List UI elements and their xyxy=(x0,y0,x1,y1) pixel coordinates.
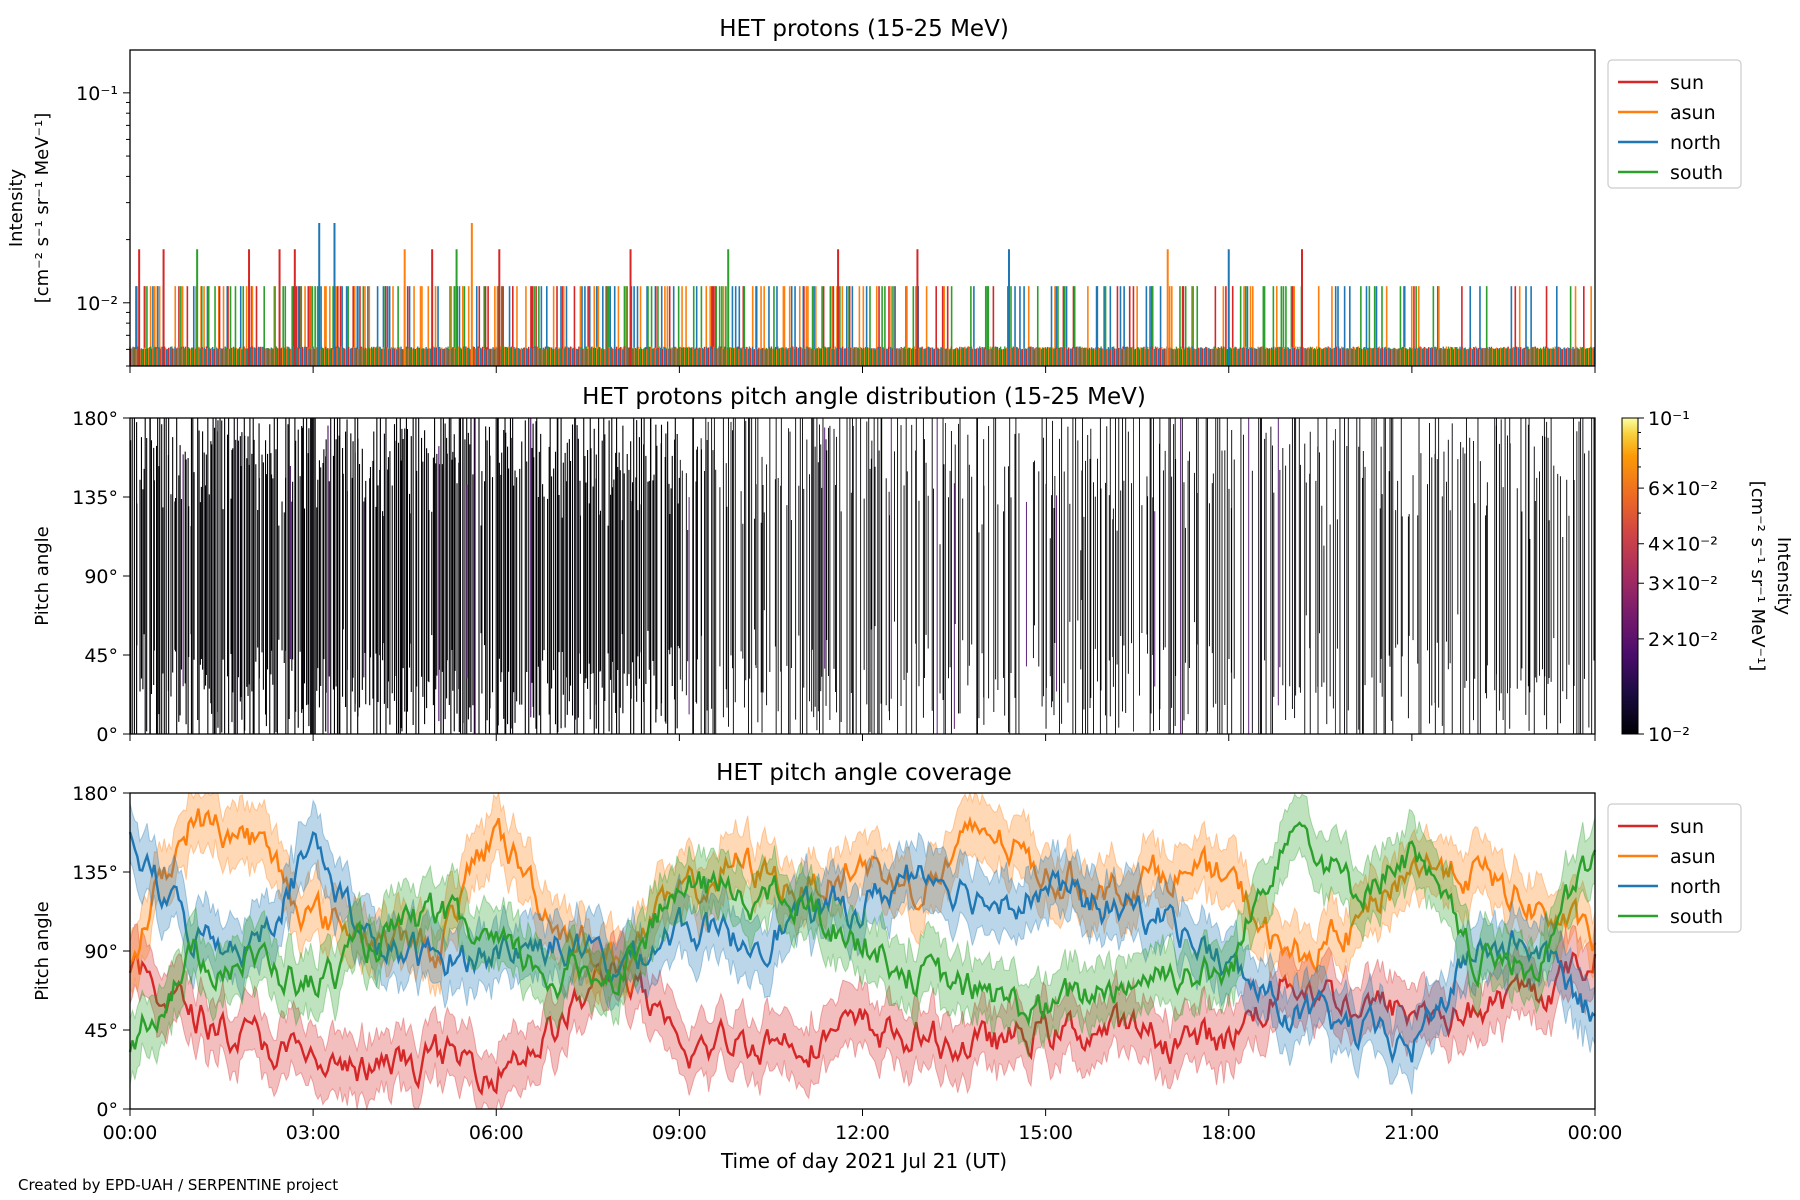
panel1-title: HET protons (15-25 MeV) xyxy=(719,16,1009,42)
y-tick-label: 90° xyxy=(84,941,118,963)
coverage-line-south xyxy=(128,821,1597,1053)
legend-label-south: south xyxy=(1670,162,1723,184)
panel1-y-ticks: 10⁻² 10⁻¹ xyxy=(76,83,130,367)
colorbar-tick-label: 2×10⁻² xyxy=(1648,629,1718,651)
colorbar-tick-label: 10⁻² xyxy=(1648,724,1690,746)
panel1-ylabel-line1: Intensity xyxy=(6,168,27,247)
panel-coverage: HET pitch angle coverage 0° 45° 90° 135° 180… xyxy=(32,760,1742,1173)
panel3-legend: sun asun north south xyxy=(1607,803,1742,933)
legend-box xyxy=(1607,803,1742,933)
panel1-x-ticks xyxy=(129,366,1596,373)
colorbar-label-line2: [cm⁻² s⁻¹ sr⁻¹ MeV⁻¹] xyxy=(1747,481,1768,672)
y-tick-label: 135° xyxy=(72,862,118,884)
panel3-x-ticks: 00:00 03:00 06:00 09:00 12:00 15:00 18:00 21:00… xyxy=(103,1109,1623,1144)
y-tick-label: 45° xyxy=(84,645,118,667)
legend-label-asun: asun xyxy=(1670,102,1716,124)
legend-label-sun: sun xyxy=(1670,816,1704,838)
y-tick-label: 90° xyxy=(84,566,118,588)
panel2-x-ticks xyxy=(129,734,1596,741)
x-tick-label: 00:00 xyxy=(103,1122,158,1144)
panel3-series xyxy=(128,791,1597,1111)
panel2-axes-frame xyxy=(129,417,1596,735)
coverage-line-asun xyxy=(129,808,1597,976)
panel3-title: HET pitch angle coverage xyxy=(716,760,1012,786)
colorbar-ticks: 10⁻¹ 6×10⁻² 4×10⁻² 3×10⁻² 2×10⁻² 10⁻² xyxy=(1638,408,1718,746)
panel3-y-ticks: 0° 45° 90° 135° 180° xyxy=(72,783,130,1121)
panel3-xlabel: Time of day 2021 Jul 21 (UT) xyxy=(720,1149,1007,1173)
y-tick-label: 45° xyxy=(84,1020,118,1042)
legend-label-sun: sun xyxy=(1670,72,1704,94)
panel2-ylabel: Pitch angle xyxy=(32,526,53,625)
y-tick-label: 10⁻² xyxy=(76,293,118,315)
x-tick-label: 00:00 xyxy=(1568,1122,1623,1144)
panel-intensity: HET protons (15-25 MeV) 10⁻² 10⁻¹ Intensi… xyxy=(6,16,1742,373)
colorbar-tick-label: 4×10⁻² xyxy=(1648,534,1718,556)
y-tick-label: 0° xyxy=(96,724,118,746)
footer-credit: Created by EPD-UAH / SERPENTINE project xyxy=(18,1176,339,1194)
x-tick-label: 03:00 xyxy=(286,1122,341,1144)
legend-label-north: north xyxy=(1670,132,1721,154)
x-tick-label: 06:00 xyxy=(469,1122,524,1144)
panel-pad: HET protons pitch angle distribution (15… xyxy=(32,384,1794,746)
y-tick-label: 10⁻¹ xyxy=(76,83,118,105)
legend-label-south: south xyxy=(1670,906,1723,928)
legend-label-north: north xyxy=(1670,876,1721,898)
panel1-series-lines xyxy=(129,222,1595,366)
y-tick-label: 0° xyxy=(96,1099,118,1121)
x-tick-label: 12:00 xyxy=(835,1122,890,1144)
colorbar-tick-label: 6×10⁻² xyxy=(1648,478,1718,500)
x-tick-label: 15:00 xyxy=(1018,1122,1073,1144)
x-tick-label: 09:00 xyxy=(652,1122,707,1144)
panel1-legend: sun asun north south xyxy=(1607,59,1742,189)
y-tick-label: 135° xyxy=(72,487,118,509)
panel2-title: HET protons pitch angle distribution (15… xyxy=(582,384,1146,410)
y-tick-label: 180° xyxy=(72,408,118,430)
panel3-ylabel: Pitch angle xyxy=(32,901,53,1000)
colorbar-tick-label: 3×10⁻² xyxy=(1648,573,1718,595)
x-tick-label: 18:00 xyxy=(1201,1122,1256,1144)
colorbar xyxy=(1621,417,1639,735)
colorbar-tick-label: 10⁻¹ xyxy=(1648,408,1690,430)
panel2-y-ticks: 0° 45° 90° 135° 180° xyxy=(72,408,130,746)
legend-label-asun: asun xyxy=(1670,846,1716,868)
panel1-ylabel-line2: [cm⁻² s⁻¹ sr⁻¹ MeV⁻¹] xyxy=(32,113,53,304)
x-tick-label: 21:00 xyxy=(1384,1122,1439,1144)
coverage-line-sun xyxy=(128,951,1597,1097)
coverage-line-north xyxy=(128,830,1596,1065)
colorbar-label-line1: Intensity xyxy=(1773,537,1794,616)
panel2-heatmap xyxy=(130,418,1595,734)
y-tick-label: 180° xyxy=(72,783,118,805)
legend-box xyxy=(1607,59,1742,189)
